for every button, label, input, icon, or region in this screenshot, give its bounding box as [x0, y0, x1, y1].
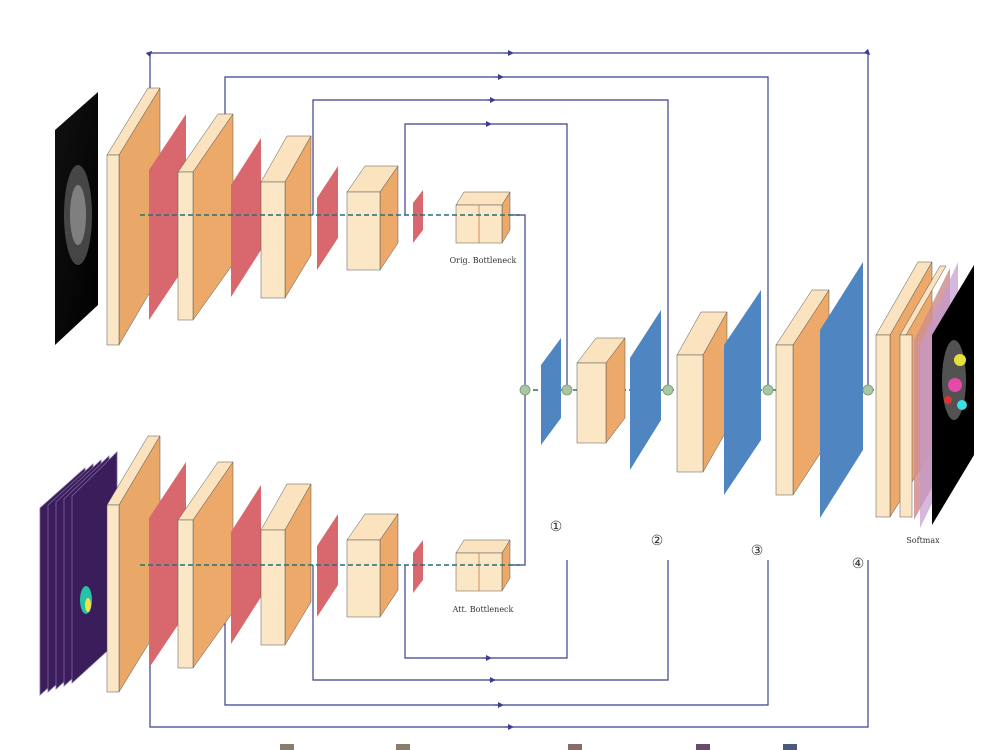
- concat-node-icon: [762, 384, 774, 396]
- concat-node-icon: [561, 384, 573, 396]
- legend-swatches: [280, 744, 797, 750]
- concat-node-icon: [662, 384, 674, 396]
- skip-label-4: ④: [852, 556, 865, 572]
- skip-label-1: ①: [550, 519, 563, 535]
- concat-node-icon: [519, 384, 531, 396]
- orig-bottleneck-label: Orig. Bottleneck: [450, 256, 517, 265]
- skip-label-2: ②: [651, 533, 664, 549]
- output-segmentation-image: [932, 265, 974, 525]
- att-bottleneck-label: Att. Bottleneck: [452, 605, 514, 614]
- encoder-bottom: [106, 435, 520, 693]
- input-ct-image: [55, 92, 98, 345]
- decoder: [525, 261, 958, 528]
- encoder-top: [106, 87, 520, 346]
- softmax-label: Softmax: [906, 536, 940, 545]
- concat-nodes: [519, 384, 874, 396]
- input-attention-stack: [39, 451, 118, 696]
- skip-label-3: ③: [751, 543, 764, 559]
- concat-node-icon: [862, 384, 874, 396]
